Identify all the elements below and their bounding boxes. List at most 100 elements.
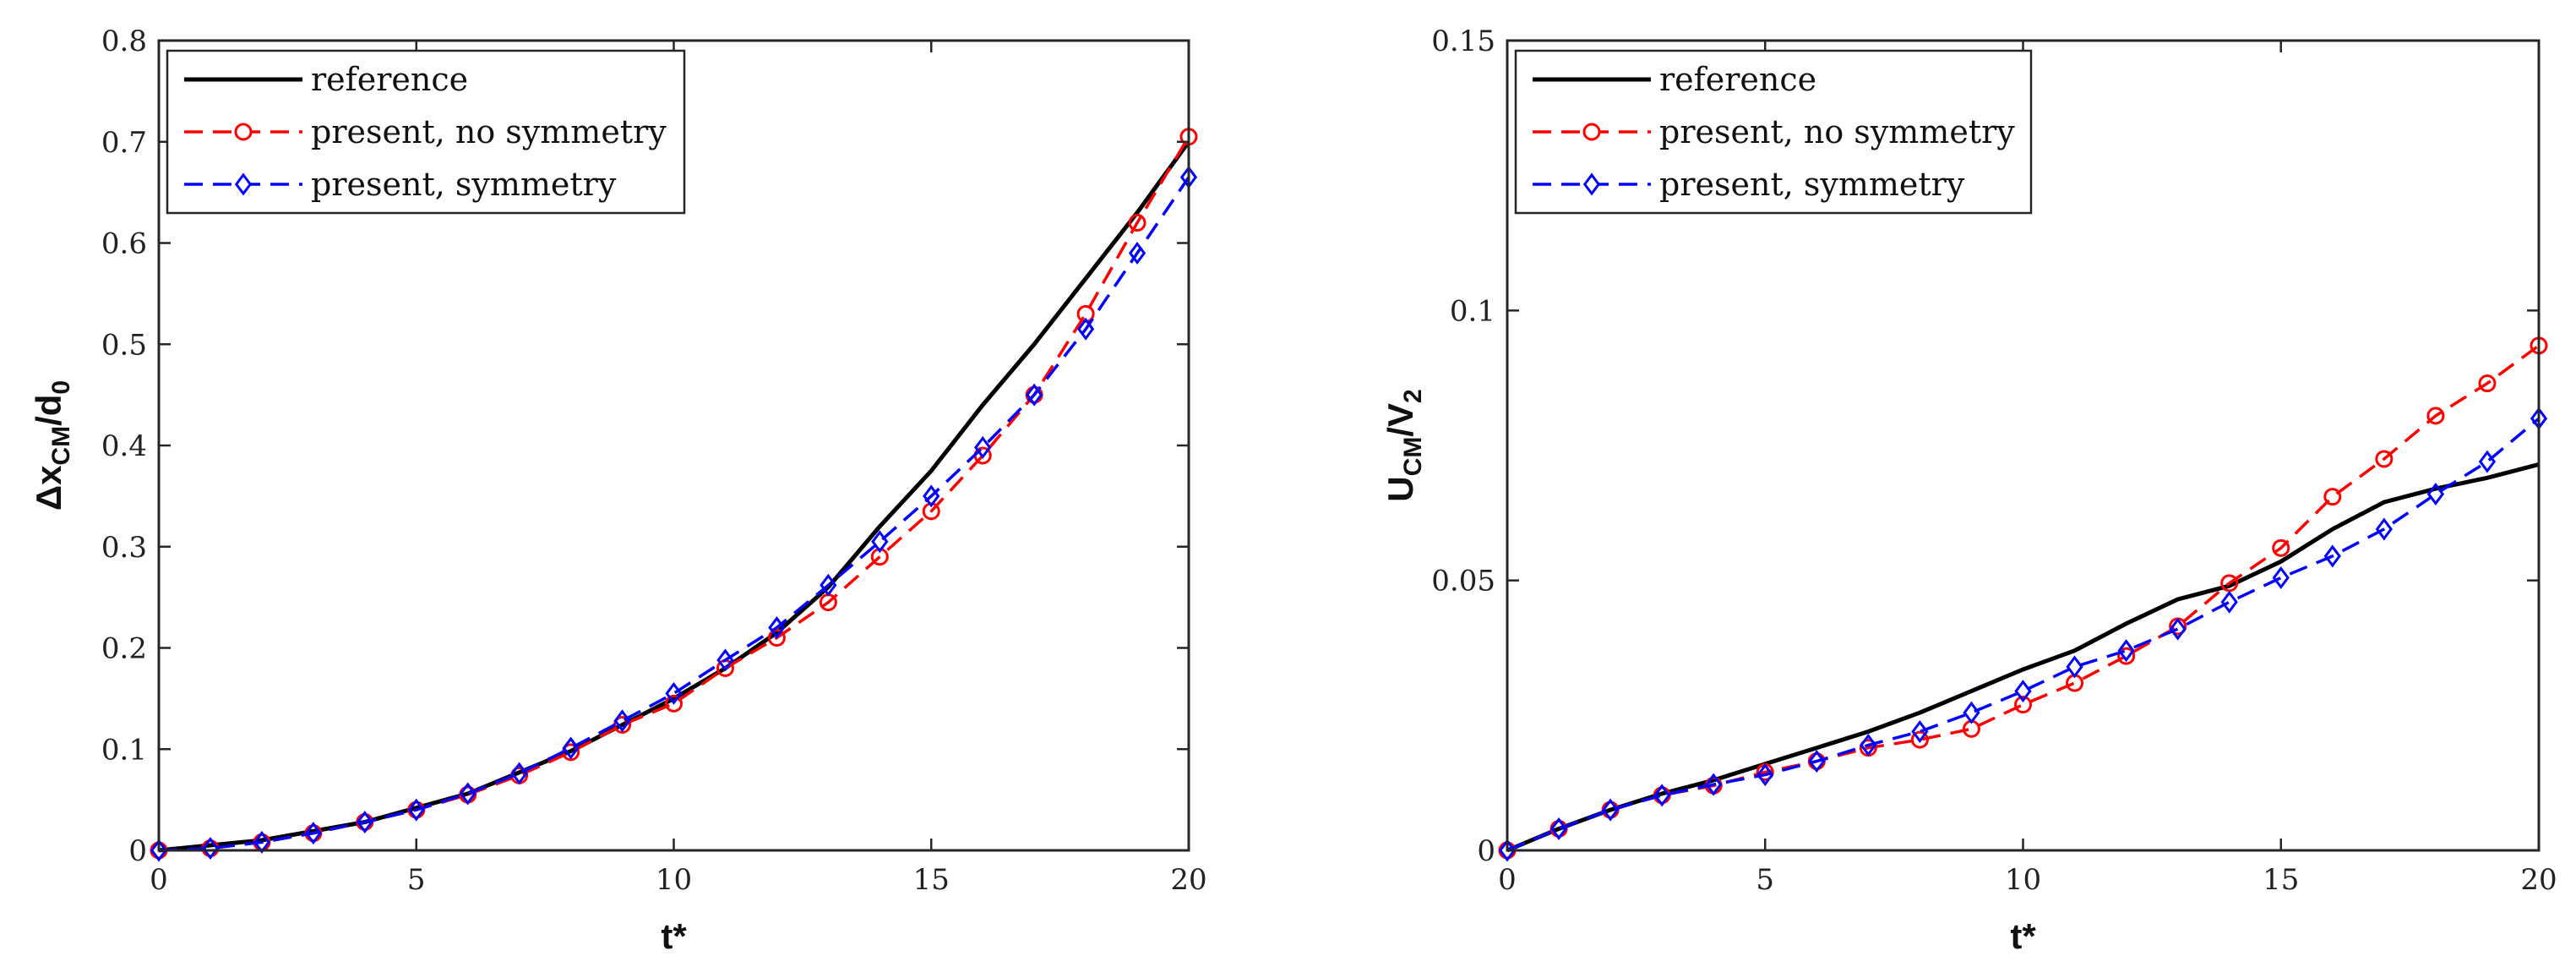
data-point-symmetry: [1026, 383, 1043, 407]
x-tick-label: 0: [150, 863, 168, 897]
legend-marker-no-symmetry: [234, 123, 253, 141]
data-point-no-symmetry: [2014, 696, 2032, 714]
data-point-symmetry: [613, 709, 631, 733]
data-point-no-symmetry: [2323, 488, 2342, 506]
data-point-symmetry: [768, 616, 786, 640]
data-point-symmetry: [923, 484, 940, 508]
y-axis-label-part: /d: [29, 395, 68, 426]
x-tick-label: 10: [2005, 863, 2041, 897]
y-axis-label: UCM/V2: [1381, 389, 1427, 501]
legend-label-reference: reference: [311, 61, 468, 98]
data-point-no-symmetry: [2117, 647, 2136, 665]
data-point-symmetry: [1076, 317, 1095, 341]
legend-label-symmetry: present, symmetry: [1659, 166, 1965, 203]
x-tick-label: 0: [1498, 863, 1517, 897]
data-point-symmetry: [2272, 565, 2290, 589]
data-point-symmetry: [1705, 773, 1723, 796]
y-tick-label: 0.3: [101, 531, 147, 565]
data-point-symmetry: [2014, 680, 2032, 703]
data-point-symmetry: [1601, 798, 1620, 822]
data-point-symmetry: [665, 681, 683, 705]
y-tick-label: 0.8: [101, 25, 147, 58]
data-point-symmetry: [2117, 639, 2135, 663]
y-tick-label: 0.05: [1431, 565, 1495, 598]
data-point-symmetry: [1549, 817, 1568, 840]
y-tick-label: 0: [1477, 834, 1495, 868]
y-tick-label: 0.1: [101, 733, 147, 767]
data-point-no-symmetry: [2375, 450, 2394, 468]
legend: reference present, no symmetry present, sy…: [1514, 49, 2033, 215]
y-tick-label: 0.15: [1431, 25, 1495, 58]
x-tick-label: 5: [1756, 863, 1774, 897]
legend-label-symmetry: present, symmetry: [311, 166, 617, 203]
data-point-symmetry: [716, 648, 734, 672]
data-point-symmetry: [1498, 839, 1517, 862]
x-tick-label: 20: [1170, 863, 1206, 897]
y-axis-label-part: /V: [1381, 403, 1420, 437]
data-point-symmetry: [459, 782, 477, 806]
data-point-symmetry: [304, 822, 322, 845]
data-point-symmetry: [1860, 733, 1877, 757]
y-axis-label-part: Δx: [29, 465, 68, 511]
x-tick-label: 10: [656, 863, 692, 897]
legend-label-no-symmetry: present, no symmetry: [1659, 113, 2015, 150]
y-axis-label-subscript: 2: [1399, 389, 1427, 403]
series-line-symmetry: [158, 176, 1190, 852]
x-tick-label: 15: [913, 863, 950, 897]
y-tick-label: 0.6: [101, 227, 147, 261]
data-point-no-symmetry: [2426, 407, 2445, 425]
legend-marker-no-symmetry: [1582, 123, 1601, 141]
x-axis-label: t*: [661, 916, 687, 956]
data-point-no-symmetry: [1910, 730, 1929, 749]
y-tick-label: 0: [128, 834, 147, 868]
data-point-no-symmetry: [1128, 214, 1146, 232]
series-line-symmetry: [1506, 417, 2541, 852]
y-tick-label: 0.4: [101, 429, 147, 463]
data-point-symmetry: [974, 435, 992, 459]
data-point-no-symmetry: [665, 694, 683, 713]
data-point-symmetry: [407, 798, 425, 822]
y-axis-label-part: U: [1381, 476, 1420, 501]
data-point-symmetry: [2375, 517, 2393, 541]
x-tick-label: 20: [2520, 863, 2557, 897]
y-axis-label-subscript: CM: [1399, 437, 1427, 477]
data-point-symmetry: [201, 837, 220, 861]
data-point-symmetry: [356, 810, 373, 833]
y-tick-label: 0.5: [101, 328, 147, 362]
data-point-symmetry: [820, 573, 837, 597]
x-tick-label: 5: [407, 863, 426, 897]
data-point-symmetry: [2066, 655, 2083, 679]
data-point-no-symmetry: [2272, 538, 2290, 557]
x-tick-label: 15: [2263, 863, 2299, 897]
data-point-symmetry: [1128, 241, 1146, 265]
chart-left: 0 5 10 15 20 0 0.1 0.2 0.3 0.4 0.5 0.6 0.7 0.8 t* ΔxCM/…: [29, 25, 1207, 956]
data-point-symmetry: [1911, 719, 1929, 743]
x-axis-label: t*: [2010, 916, 2036, 956]
legend-marker-symmetry: [1582, 172, 1601, 196]
data-point-symmetry: [2426, 482, 2445, 505]
data-point-symmetry: [871, 530, 889, 554]
chart-right: 0 5 10 15 20 0 0.05 0.1 0.15 t* UCM/V2 reference pre…: [1381, 25, 2557, 956]
series-line-reference: [158, 140, 1191, 853]
data-point-symmetry: [510, 762, 528, 785]
legend-marker-symmetry: [234, 172, 253, 196]
legend-label-no-symmetry: present, no symmetry: [311, 113, 667, 150]
data-point-symmetry: [1653, 784, 1671, 807]
series-line-reference: [1506, 462, 2540, 853]
legend: reference present, no symmetry present, sy…: [166, 49, 686, 215]
data-point-symmetry: [2220, 590, 2238, 614]
y-axis-label-subscript: CM: [47, 426, 75, 466]
y-axis-label-subscript: 0: [47, 380, 75, 395]
data-point-symmetry: [1756, 763, 1774, 787]
data-point-symmetry: [2478, 450, 2497, 473]
data-point-no-symmetry: [767, 629, 786, 647]
data-point-symmetry: [2169, 617, 2187, 641]
legend-label-reference: reference: [1659, 61, 1816, 98]
y-axis-label: ΔxCM/d0: [29, 380, 75, 511]
data-point-symmetry: [2323, 544, 2341, 568]
y-tick-label: 0.7: [101, 126, 147, 160]
data-point-symmetry: [1963, 701, 1980, 724]
y-tick-label: 0.2: [101, 632, 147, 666]
data-point-symmetry: [562, 736, 580, 760]
